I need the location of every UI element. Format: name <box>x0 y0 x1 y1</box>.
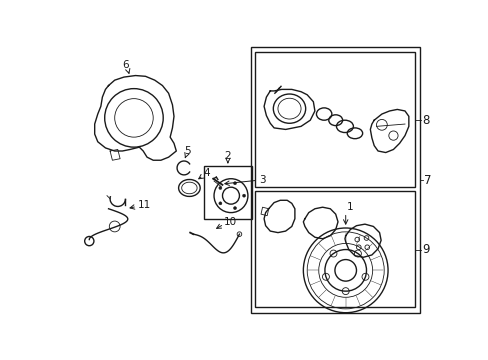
Circle shape <box>233 182 236 185</box>
Text: 9: 9 <box>422 243 429 256</box>
Bar <box>254 191 414 306</box>
Text: 5: 5 <box>184 146 191 156</box>
Bar <box>250 47 420 313</box>
Circle shape <box>219 202 222 205</box>
Text: 2: 2 <box>224 150 231 161</box>
Text: 1: 1 <box>346 202 353 212</box>
Text: 8: 8 <box>422 114 429 127</box>
Text: 7: 7 <box>424 174 431 187</box>
Text: 3: 3 <box>259 175 265 185</box>
Text: 4: 4 <box>203 167 209 177</box>
Bar <box>254 53 414 187</box>
Text: 11: 11 <box>138 200 151 210</box>
Circle shape <box>242 194 245 197</box>
Text: 10: 10 <box>224 217 237 227</box>
Bar <box>203 166 251 219</box>
Circle shape <box>219 186 222 189</box>
Text: 6: 6 <box>122 60 128 70</box>
Circle shape <box>233 207 236 210</box>
